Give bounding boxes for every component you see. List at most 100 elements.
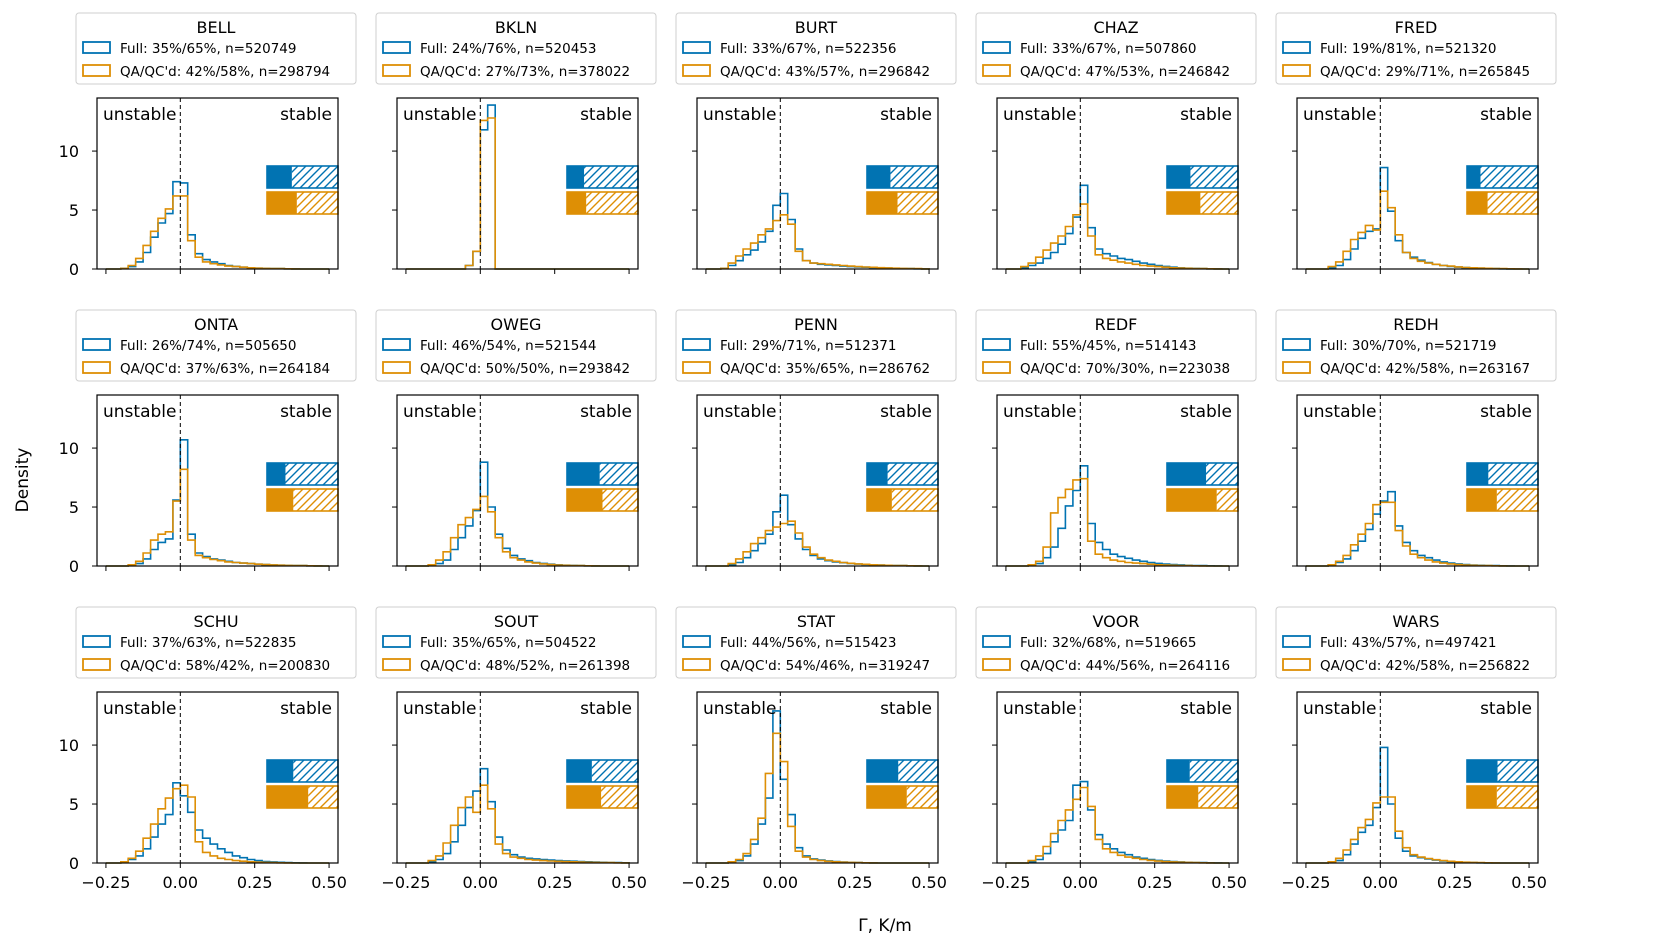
fraction-bar-full-unstable-fill (867, 166, 891, 188)
y-axis-label: Density (13, 448, 33, 513)
stable-label: stable (280, 105, 332, 125)
x-tick-label: 0.25 (537, 873, 573, 892)
stable-label: stable (1180, 699, 1232, 719)
stable-label: stable (1480, 699, 1532, 719)
legend-full-swatch (982, 635, 1011, 648)
fraction-bar-full-stable-hatch (1480, 166, 1538, 188)
legend-box (675, 606, 957, 679)
fraction-bar-qaqc-unstable-fill (867, 786, 907, 808)
legend-qaqc-label: QA/QC'd: 50%/50%, n=293842 (420, 361, 630, 377)
legend-box (1275, 606, 1557, 679)
y-tick-label: 0 (69, 854, 79, 873)
fraction-bar-qaqc-unstable-fill (267, 786, 309, 808)
fraction-bar-full-unstable-fill (267, 463, 286, 485)
fraction-bar-full-stable-hatch (584, 166, 638, 188)
stable-label: stable (1180, 402, 1232, 422)
fraction-bar-qaqc-unstable-fill (1167, 489, 1217, 511)
fraction-bar-qaqc-stable-hatch (897, 192, 938, 214)
legend-qaqc-label: QA/QC'd: 35%/65%, n=286762 (720, 361, 930, 377)
fraction-bar-qaqc-unstable-fill (1467, 786, 1497, 808)
x-tick-label: 0.25 (1137, 873, 1173, 892)
fraction-bar-qaqc-stable-hatch (293, 489, 338, 511)
y-tick-label: 10 (59, 142, 79, 161)
legend-box (75, 309, 357, 382)
axes-frame (396, 691, 639, 864)
legend-full-swatch (1282, 635, 1311, 648)
panel-onta: ONTA Full: 26%/74%, n=505650 QA/QC'd: 37%/… (59, 309, 357, 576)
legend-full-swatch (682, 338, 711, 351)
panel-penn: PENN Full: 29%/71%, n=512371 QA/QC'd: 35%/… (675, 309, 957, 571)
x-tick-label: 0.25 (237, 873, 273, 892)
legend-full-label: Full: 30%/70%, n=521719 (1320, 338, 1496, 354)
legend-full-label: Full: 19%/81%, n=521320 (1320, 41, 1496, 57)
panel-schu: SCHU Full: 37%/63%, n=522835 QA/QC'd: 58%/… (59, 606, 357, 892)
unstable-label: unstable (403, 699, 476, 719)
legend-qaqc-swatch (82, 361, 111, 374)
fraction-bar-full-stable-hatch (285, 463, 338, 485)
stable-label: stable (580, 699, 632, 719)
unstable-label: unstable (703, 699, 776, 719)
legend-qaqc-swatch (982, 658, 1011, 671)
legend-qaqc-swatch (982, 64, 1011, 77)
legend-full-swatch (982, 338, 1011, 351)
x-tick-label: 0.50 (311, 873, 347, 892)
fraction-bar-qaqc-stable-hatch (906, 786, 938, 808)
fraction-bar-full-stable-hatch (1206, 463, 1238, 485)
axes-frame (96, 97, 339, 270)
axes-frame (996, 691, 1239, 864)
legend-box (375, 606, 657, 679)
series-qaqc-histogram (1005, 203, 1230, 270)
axes-frame (96, 691, 339, 864)
legend-qaqc-swatch (382, 658, 411, 671)
legend-title: SOUT (494, 612, 538, 631)
fraction-bar-qaqc-stable-hatch (1496, 489, 1538, 511)
legend-qaqc-swatch (1282, 64, 1311, 77)
fraction-bar-full-unstable-fill (1167, 463, 1207, 485)
legend-full-label: Full: 35%/65%, n=520749 (120, 41, 296, 57)
legend-title: BELL (197, 18, 236, 37)
legend-title: ONTA (194, 315, 238, 334)
stable-label: stable (880, 105, 932, 125)
panels-container: BELL Full: 35%/65%, n=520749 QA/QC'd: 42%/… (59, 12, 1557, 892)
stable-label: stable (1480, 402, 1532, 422)
legend-title: OWEG (491, 315, 542, 334)
fraction-bar-qaqc-stable-hatch (1496, 786, 1538, 808)
x-tick-label: 0.00 (462, 873, 498, 892)
legend-full-swatch (82, 338, 111, 351)
fraction-bar-qaqc-stable-hatch (1487, 192, 1538, 214)
unstable-label: unstable (1303, 402, 1376, 422)
axes-frame (696, 97, 939, 270)
fraction-bar-full-unstable-fill (1467, 166, 1481, 188)
legend-qaqc-swatch (82, 658, 111, 671)
legend-qaqc-swatch (682, 361, 711, 374)
x-tick-label: 0.00 (1062, 873, 1098, 892)
legend-full-label: Full: 33%/67%, n=522356 (720, 41, 896, 57)
legend-box (375, 12, 657, 85)
panel-oweg: OWEG Full: 46%/54%, n=521544 QA/QC'd: 50%/… (375, 309, 657, 571)
fraction-bar-qaqc-stable-hatch (308, 786, 338, 808)
fraction-bar-qaqc-unstable-fill (267, 489, 294, 511)
fraction-bar-qaqc-unstable-fill (867, 489, 892, 511)
panel-sout: SOUT Full: 35%/65%, n=504522 QA/QC'd: 48%/… (375, 606, 657, 892)
fraction-bar-full-unstable-fill (567, 463, 600, 485)
legend-box (1275, 309, 1557, 382)
y-tick-label: 10 (59, 736, 79, 755)
unstable-label: unstable (403, 105, 476, 125)
legend-full-swatch (682, 41, 711, 54)
fraction-bar-full-unstable-fill (267, 760, 294, 782)
fraction-bar-qaqc-unstable-fill (567, 192, 587, 214)
fraction-bar-qaqc-stable-hatch (602, 489, 638, 511)
legend-qaqc-label: QA/QC'd: 44%/56%, n=264116 (1020, 658, 1230, 674)
x-tick-label: −0.25 (1281, 873, 1330, 892)
x-tick-label: −0.25 (81, 873, 130, 892)
series-qaqc-histogram (705, 214, 930, 270)
panel-fred: FRED Full: 19%/81%, n=521320 QA/QC'd: 29%/… (1275, 12, 1557, 274)
legend-qaqc-label: QA/QC'd: 70%/30%, n=223038 (1020, 361, 1230, 377)
legend-qaqc-swatch (1282, 361, 1311, 374)
legend-qaqc-label: QA/QC'd: 47%/53%, n=246842 (1020, 64, 1230, 80)
legend-title: FRED (1395, 18, 1438, 37)
legend-qaqc-swatch (382, 361, 411, 374)
legend-full-label: Full: 24%/76%, n=520453 (420, 41, 596, 57)
x-tick-label: 0.00 (762, 873, 798, 892)
fraction-bar-qaqc-stable-hatch (296, 192, 338, 214)
